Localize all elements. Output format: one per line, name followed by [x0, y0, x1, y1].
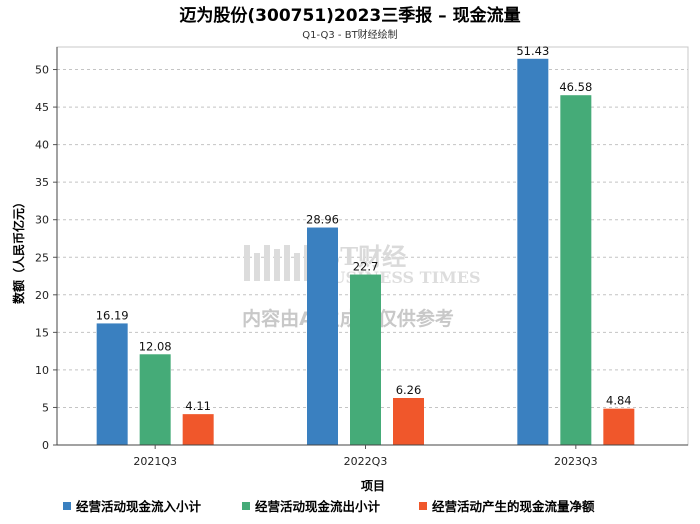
bar-2022Q3-s3 — [393, 397, 424, 445]
data-label-2022Q3-s3: 6.26 — [396, 383, 422, 397]
data-labels-layer: 16.19 12.08 4.11 28.96 22.7 6.26 51.43 46.58 4.8… — [96, 44, 632, 413]
legend-item-label: 经营活动现金流出小计 — [255, 499, 381, 514]
chart-title: 迈为股份(300751)2023三季报 – 现金流量 — [179, 5, 520, 26]
legend-swatch-icon — [63, 502, 71, 510]
y-tick-label: 20 — [35, 289, 49, 302]
data-label-2022Q3-s2: 22.7 — [353, 260, 379, 274]
y-tick-label: 30 — [35, 214, 49, 227]
x-tick-label: 2021Q3 — [133, 455, 177, 468]
bar-2023Q3-s2 — [560, 95, 592, 445]
bar-2022Q3-s2 — [350, 274, 381, 445]
bar-2021Q3-s1 — [96, 323, 128, 445]
y-tick-label: 25 — [35, 251, 49, 264]
data-label-2023Q3-s1: 51.43 — [516, 44, 549, 58]
y-tick-label: 10 — [35, 364, 49, 377]
x-tick-label: 2022Q3 — [344, 455, 388, 468]
y-tick-label: 15 — [35, 326, 49, 339]
y-tick-label: 50 — [35, 64, 49, 77]
bar-2023Q3-s3 — [603, 408, 635, 445]
legend-swatch-icon — [419, 502, 427, 510]
watermark: BT财经 BUSINESS TIMES 内容由AI生成，仅供参考 — [242, 242, 480, 330]
chart-subtitle: Q1-Q3 - BT财经绘制 — [302, 28, 397, 41]
bar-2022Q3-s1 — [307, 227, 338, 445]
y-tick-label: 5 — [42, 401, 49, 414]
bar-2021Q3-s3 — [182, 414, 214, 445]
x-tick-label: 2023Q3 — [554, 455, 598, 468]
legend-item-label: 经营活动产生的现金流量净额 — [432, 499, 595, 514]
y-tick-label: 45 — [35, 101, 49, 114]
legend: 经营活动现金流入小计 经营活动现金流出小计 经营活动产生的现金流量净额 — [63, 499, 595, 514]
bar-2021Q3-s2 — [139, 354, 171, 445]
data-label-2023Q3-s2: 46.58 — [559, 80, 592, 94]
axes-layer: 0 5 10 15 20 25 30 35 40 45 50 2021Q3 2022Q3 2023Q3 — [35, 47, 688, 468]
legend-item-label: 经营活动现金流入小计 — [76, 499, 202, 514]
y-tick-label: 35 — [35, 176, 49, 189]
x-axis-label: 项目 — [361, 479, 385, 493]
data-label-2021Q3-s2: 12.08 — [139, 339, 172, 353]
bar-2023Q3-s1 — [517, 58, 549, 446]
data-label-2022Q3-s1: 28.96 — [306, 213, 339, 227]
legend-swatch-icon — [242, 502, 250, 510]
y-tick-label: 0 — [42, 439, 49, 452]
bars-layer — [96, 58, 635, 446]
data-label-2021Q3-s1: 16.19 — [96, 308, 129, 322]
y-tick-label: 40 — [35, 139, 49, 152]
data-label-2023Q3-s3: 4.84 — [606, 394, 632, 408]
watermark-logo-subtext: BUSINESS TIMES — [318, 268, 481, 287]
watermark-notice: 内容由AI生成，仅供参考 — [242, 307, 454, 330]
data-label-2021Q3-s3: 4.11 — [185, 399, 211, 413]
y-axis-label: 数额（人民币亿元） — [11, 196, 26, 304]
